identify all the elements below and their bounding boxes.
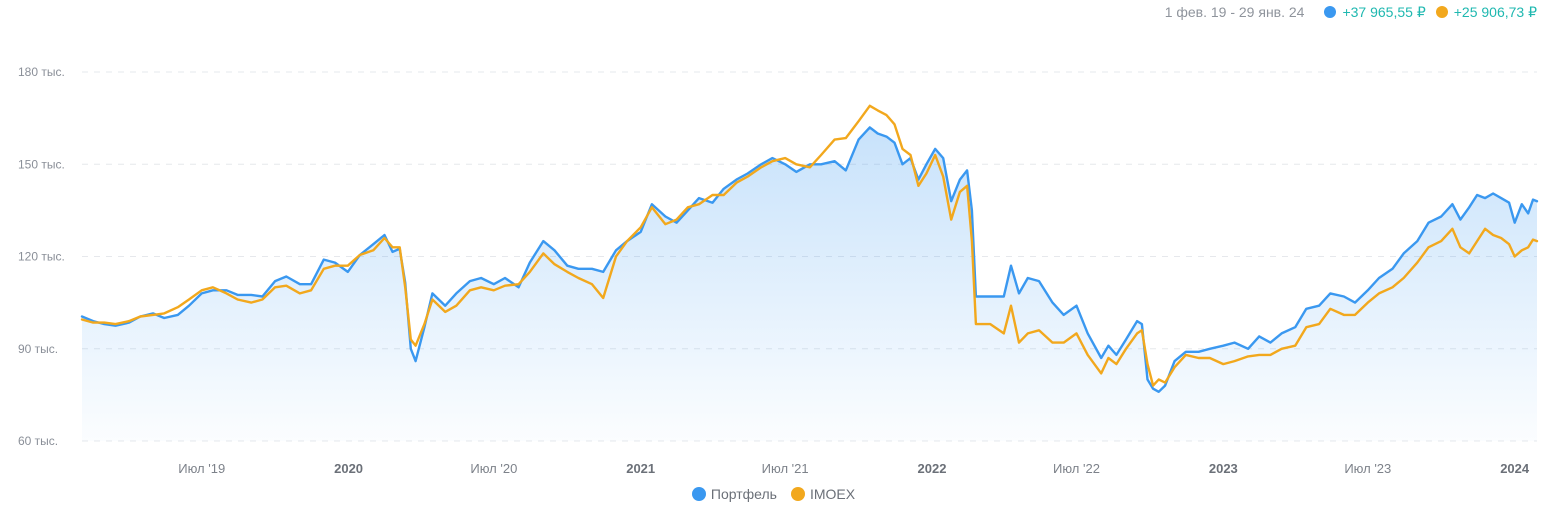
- x-tick-label: Июл '21: [762, 461, 809, 476]
- x-axis: Июл '19 2020 Июл '20 2021 Июл '21 2022 Июл '22…: [178, 461, 1530, 476]
- legend-portfolio-dot-icon: [691, 487, 706, 501]
- y-axis: 180 тыс. 150 тыс. 120 тыс. 90 тыс. 60 тыс.: [18, 65, 65, 448]
- legend-item-portfolio[interactable]: Портфель: [691, 486, 777, 502]
- x-tick-label: Июл '19: [178, 461, 225, 476]
- x-tick-label: 2022: [918, 461, 947, 476]
- x-tick-label: 2020: [334, 461, 363, 476]
- x-tick-label: Июл '22: [1053, 461, 1100, 476]
- imoex-dot-icon: [1435, 6, 1448, 18]
- y-tick-label: 150 тыс.: [18, 157, 65, 171]
- x-tick-label: Июл '23: [1344, 461, 1391, 476]
- top-legend: 1 фев. 19 - 29 янв. 24 +37 965,55 ₽ +25 …: [1165, 2, 1537, 22]
- x-tick-label: 2021: [626, 461, 655, 476]
- date-range-label: 1 фев. 19 - 29 янв. 24: [1164, 4, 1305, 20]
- legend-imoex-label: IMOEX: [809, 486, 856, 502]
- x-tick-label: 2023: [1209, 461, 1238, 476]
- portfolio-change: +37 965,55 ₽: [1324, 3, 1426, 21]
- x-tick-label: Июл '20: [470, 461, 517, 476]
- imoex-change: +25 906,73 ₽: [1435, 3, 1537, 21]
- x-tick-label: 2024: [1500, 461, 1530, 476]
- portfolio-area: [82, 127, 1537, 442]
- portfolio-change-value: +37 965,55 ₽: [1342, 3, 1426, 20]
- legend-imoex-dot-icon: [790, 487, 805, 501]
- legend-item-imoex[interactable]: IMOEX: [790, 486, 856, 502]
- y-tick-label: 180 тыс.: [18, 65, 65, 79]
- line-chart: 180 тыс. 150 тыс. 120 тыс. 90 тыс. 60 тыс. И…: [18, 65, 1539, 476]
- series-layer: [80, 104, 1539, 442]
- legend: Портфель IMOEX: [0, 486, 1547, 502]
- imoex-line[interactable]: [80, 104, 1539, 387]
- y-tick-label: 60 тыс.: [18, 434, 58, 448]
- y-tick-label: 120 тыс.: [18, 250, 65, 264]
- imoex-change-value: +25 906,73 ₽: [1453, 3, 1537, 20]
- legend-portfolio-label: Портфель: [710, 486, 777, 502]
- y-tick-label: 90 тыс.: [18, 342, 58, 356]
- portfolio-dot-icon: [1324, 6, 1337, 18]
